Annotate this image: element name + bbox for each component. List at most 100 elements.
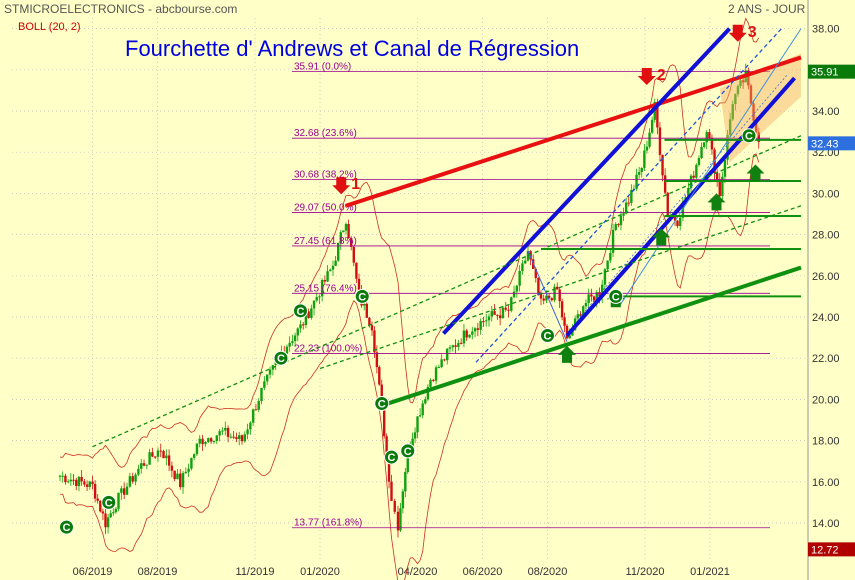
candle-body (93, 483, 97, 499)
candle-body (263, 381, 266, 388)
buy-arrow (707, 193, 726, 211)
pitchfork-median-line (475, 28, 782, 363)
candle-body (510, 297, 513, 311)
candle-body (584, 302, 588, 307)
candle-body (387, 454, 391, 482)
candle-body (715, 172, 719, 180)
candle-body (187, 468, 190, 472)
candle-body (752, 103, 755, 121)
candle-body (700, 146, 703, 159)
candle-body (609, 252, 612, 261)
candle-body (170, 465, 174, 471)
candle-body (296, 328, 299, 336)
candle-body (339, 232, 342, 243)
wave-3-arrow (728, 24, 747, 42)
candle-body (91, 481, 94, 484)
candle-body (507, 309, 510, 311)
candle-body (432, 379, 435, 381)
candle-body (741, 80, 745, 83)
candle-body (411, 438, 414, 448)
candle-body (329, 269, 332, 272)
candle-body (153, 456, 157, 458)
pattern-c-marker (608, 288, 624, 304)
channel-shading (719, 53, 801, 163)
candle-body (137, 468, 140, 475)
candle-body (462, 330, 466, 344)
candle-body (518, 270, 521, 286)
candle-body (232, 436, 235, 438)
pattern-c-marker (354, 288, 370, 304)
candle-body (240, 435, 244, 442)
y-tick-label: 16.00 (812, 477, 840, 489)
candle-body (184, 471, 188, 473)
candle-body (318, 296, 321, 298)
pattern-c-label: C (358, 291, 366, 303)
period-low-tag: 12.72 (811, 544, 839, 556)
candle-body (109, 513, 112, 518)
candle-body (731, 104, 734, 120)
pattern-c-marker (384, 449, 399, 465)
candle-body (622, 213, 625, 216)
candle-body (320, 280, 324, 297)
chart-title: Fourchette d' Andrews et Canal de Régres… (125, 36, 580, 61)
candle-body (416, 416, 419, 433)
candle-body (96, 498, 99, 501)
candle-body (457, 342, 460, 347)
candle-body (558, 289, 561, 302)
candle-body (249, 422, 252, 430)
candle-body (120, 488, 123, 493)
candle-body (739, 80, 742, 87)
pitchfork-upper-tine (442, 27, 731, 335)
candle-body (221, 430, 224, 432)
candle-body (125, 486, 129, 495)
pattern-c-label: C (388, 452, 396, 464)
regression-lower-line (319, 205, 802, 370)
y-tick-label: 28.00 (812, 230, 840, 242)
pattern-c-marker (293, 303, 308, 319)
candle-body (66, 481, 70, 483)
candle-body (476, 328, 480, 330)
candle-body (201, 438, 204, 445)
candle-body (396, 511, 400, 531)
bollinger-upper-band (59, 17, 760, 468)
source-label: STMICROELECTRONICS - abcbourse.com (4, 2, 238, 16)
candle-body (529, 251, 532, 260)
candle-body (424, 399, 427, 404)
candle-body (218, 431, 221, 436)
pattern-c-marker (540, 328, 555, 344)
buy-arrow (558, 345, 576, 363)
candle-body (61, 475, 64, 477)
candle-body (299, 324, 302, 329)
wave-1-arrow (332, 177, 351, 195)
candle-body (426, 386, 430, 400)
candle-body (624, 202, 628, 214)
candle-body (757, 132, 760, 142)
candle-body (347, 223, 350, 239)
candle-body (393, 501, 396, 512)
resistance-line (345, 55, 802, 208)
last-price-tag: 32.43 (811, 138, 839, 150)
candle-body (106, 517, 110, 528)
candle-body (627, 202, 630, 204)
candle-body (571, 330, 574, 336)
wave-2-label: 2 (657, 67, 666, 84)
y-tick-label: 18.00 (812, 436, 840, 448)
candle-body (357, 278, 361, 292)
candle-body (579, 314, 582, 317)
candle-body (148, 452, 151, 465)
candle-body (490, 311, 493, 317)
x-tick-label: 01/2021 (690, 566, 730, 578)
candle-body (310, 308, 313, 318)
candle-body (162, 450, 165, 459)
fib-level-label: 30.68 (38.2%) (294, 169, 357, 180)
candle-body (238, 435, 241, 440)
candle-body (212, 441, 216, 443)
candle-body (190, 457, 193, 469)
pattern-c-label: C (63, 522, 71, 534)
candle-body (501, 307, 505, 319)
candle-body (378, 367, 381, 385)
pattern-c-marker (741, 128, 757, 144)
candle-body (658, 127, 662, 155)
candle-body (687, 187, 690, 198)
y-tick-label: 24.00 (812, 312, 840, 324)
